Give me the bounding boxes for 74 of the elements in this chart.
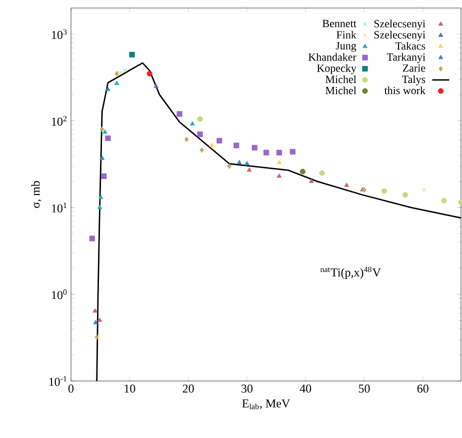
legend-label: this work [384,86,426,94]
point [236,160,242,164]
point [244,160,250,166]
point [184,136,189,142]
point [344,182,350,187]
point [441,198,447,204]
point [402,192,408,198]
point [209,142,214,147]
legend-label: Bennett [322,20,356,28]
point [105,135,111,142]
y-tick-label: 10$^{0}$ [52,289,67,300]
legend-label: Michel [326,86,356,94]
legend-label: Zarie [402,64,426,72]
point [197,131,203,138]
y-tick-label: 10$^{2}$ [52,116,67,126]
legend-label: Fink [336,30,356,38]
point [114,70,119,76]
point [197,116,203,122]
point [93,320,98,324]
point [129,52,135,58]
legend-label: Tarkanyi [386,53,426,64]
point [227,163,232,169]
y-tick-label: 10$^{-1}$ [49,376,66,386]
point [276,160,282,164]
point [252,144,258,150]
legend-label: Jung [336,42,356,52]
x-tick-label: 30 [242,384,252,393]
legend-label: Khandaker [308,53,356,61]
point [101,173,107,179]
point [100,126,104,132]
y-tick-label: 10$^{1}$ [52,202,66,212]
point [94,334,99,340]
legend-label: Takacs [395,42,426,50]
x-tick-label: 50 [358,384,370,393]
point [381,188,387,194]
point [190,121,195,126]
x-tick-label: 20 [182,384,194,393]
point [105,86,110,91]
point [300,168,306,174]
point [98,194,104,200]
point [264,150,270,156]
point [276,150,282,156]
legend-label: Szelecsenyi [374,30,426,41]
annotation: $^{nat}$Ti(p,x)$^{48}$V [320,266,381,279]
legend-label: Michel [326,75,356,84]
point [422,188,426,192]
x-tick-label: 60 [417,384,428,393]
point [246,167,252,172]
point [276,173,282,178]
point [216,138,222,144]
point [100,155,105,160]
point [146,70,152,76]
point [92,308,98,313]
point [176,111,182,117]
point [234,142,240,148]
point [97,204,102,210]
legend-label: Kopecky [317,64,356,74]
point [114,80,120,85]
legend-label: Szelecsenyi [374,20,426,30]
legend-label: Talys [402,75,426,86]
y-axis-title: σ, mb [31,181,42,208]
point [309,178,314,183]
y-tick-label: 10$^{3}$ [52,29,67,39]
point [97,318,102,322]
point [319,170,325,176]
point [290,148,296,155]
x-tick-label: 10 [124,384,136,393]
x-tick-label: 40 [300,384,312,393]
point [200,147,204,153]
point [102,129,108,134]
point [154,84,158,88]
x-tick-label: 0 [68,384,74,393]
point [89,236,95,242]
x-axis-title: E$_{lab}$, MeV [242,400,290,410]
